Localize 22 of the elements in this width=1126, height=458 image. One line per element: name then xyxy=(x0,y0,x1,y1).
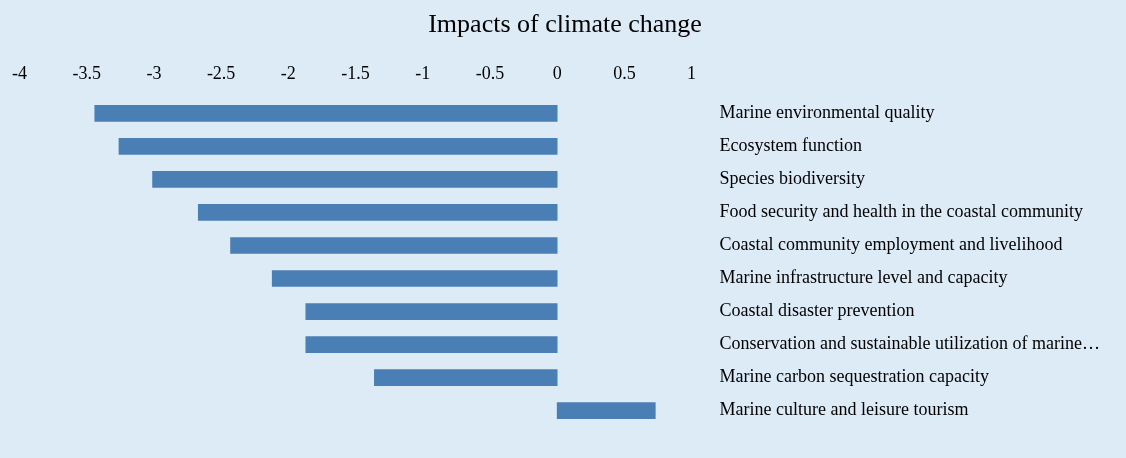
y-tick-label: Ecosystem function xyxy=(719,135,863,156)
y-tick-label: Coastal disaster prevention xyxy=(719,300,915,321)
x-tick-label: -2.5 xyxy=(206,62,236,83)
x-tick-label: 1 xyxy=(687,62,697,83)
x-tick-label: 0 xyxy=(552,62,562,83)
y-tick-label: Species biodiversity xyxy=(719,168,866,189)
y-tick-label: Coastal community employment and livelihood xyxy=(719,234,1063,255)
y-tick-label: Marine infrastructure level and capacity xyxy=(719,267,1008,288)
x-tick-label: -0.5 xyxy=(475,62,505,83)
x-tick-label: -3 xyxy=(146,62,162,83)
x-tick-label: 0.5 xyxy=(613,62,636,83)
y-tick-label: Marine carbon sequestration capacity xyxy=(719,366,989,387)
x-tick-label: -4 xyxy=(12,62,27,83)
x-tick-label: -1.5 xyxy=(341,62,370,83)
x-tick-label: -2 xyxy=(280,62,296,83)
x-tick-label: -1 xyxy=(415,62,431,83)
chart-title: Impacts of climate change xyxy=(428,9,702,39)
y-tick-label: Marine environmental quality xyxy=(719,102,935,123)
x-tick-label: -3.5 xyxy=(72,62,101,83)
y-tick-label: Conservation and sustainable utilization of marine… xyxy=(719,333,1101,354)
y-tick-label: Marine culture and leisure tourism xyxy=(719,399,969,420)
y-tick-label: Food security and health in the coastal community xyxy=(719,201,1084,222)
